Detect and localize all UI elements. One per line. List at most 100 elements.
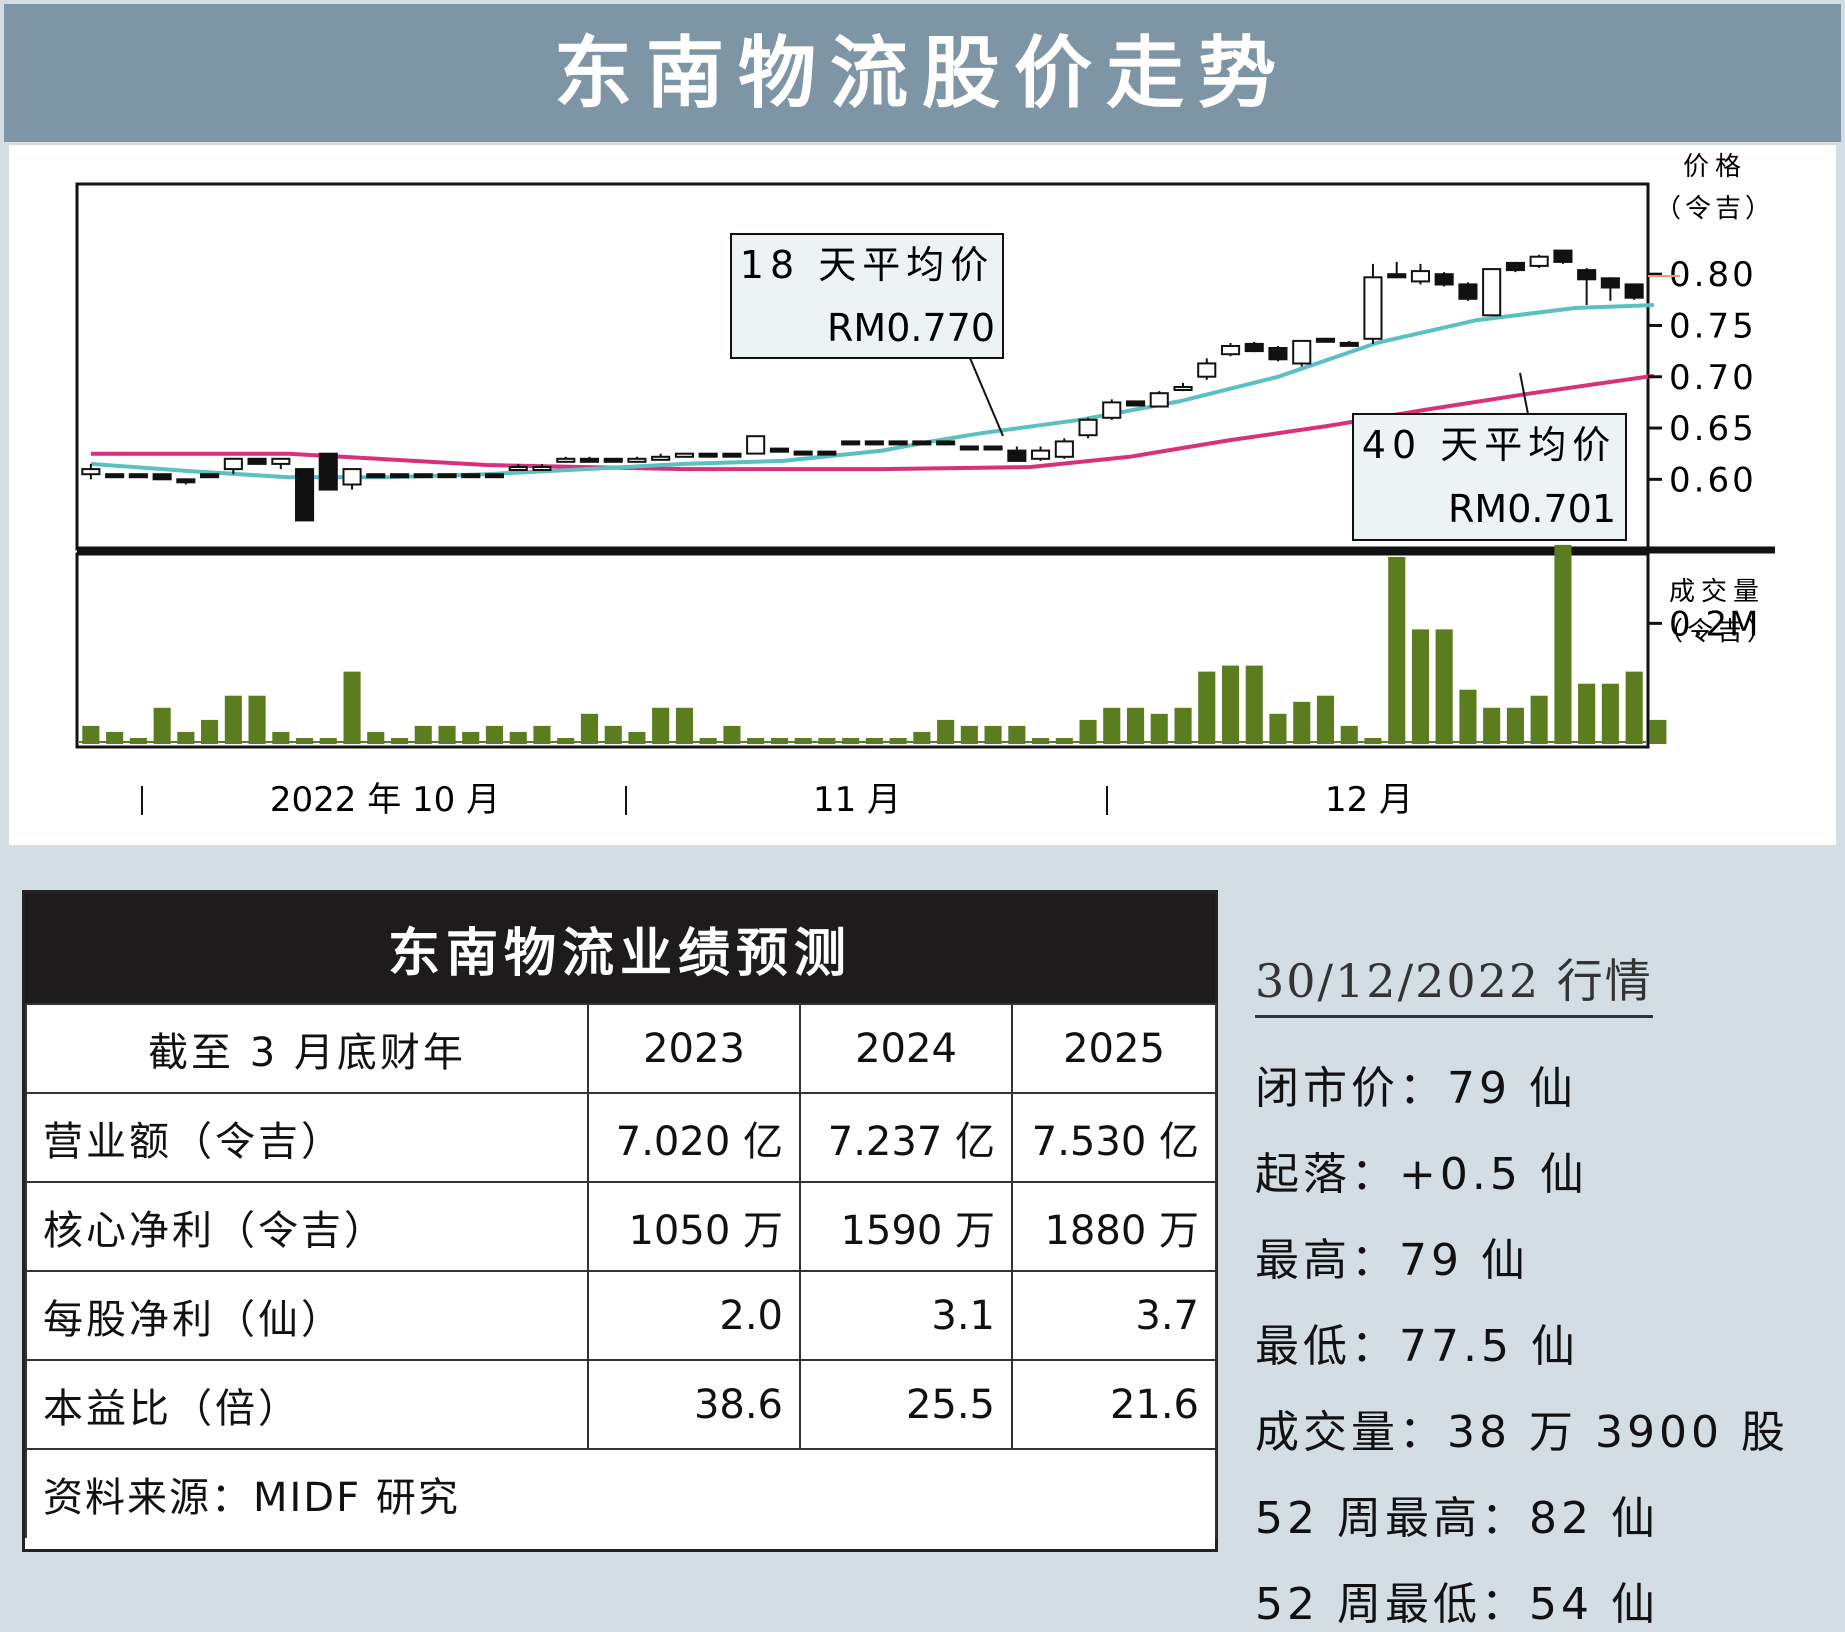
volume-bar [1388, 557, 1406, 744]
table-row: 核心净利（令吉） 1050 万 1590 万 1880 万 [25, 1181, 1217, 1272]
candle-up [674, 452, 695, 458]
candle-down [1505, 261, 1526, 272]
volume-bar [1174, 707, 1192, 744]
candle-down [603, 457, 623, 463]
candle-down [793, 450, 813, 456]
candle-up [1482, 268, 1502, 317]
candle-down [1339, 341, 1359, 347]
candle-down [413, 473, 433, 479]
candle-down [698, 452, 718, 458]
candle-up [342, 468, 362, 486]
candle-down [888, 440, 908, 446]
candle-up [81, 468, 101, 476]
price-axis-label-line2: （令吉） [1655, 194, 1775, 224]
candle-down [983, 445, 1003, 451]
price-tick-label: 0.75 [1669, 306, 1757, 346]
callout-ma40-box [1352, 413, 1627, 541]
volume-bar [296, 738, 314, 744]
volume-bar [557, 738, 575, 744]
candle-up [1529, 255, 1549, 267]
row-label: 本益比（倍） [25, 1359, 589, 1450]
x-label-oct: 2022 年 10 月 [270, 780, 500, 820]
volume-bars [79, 544, 1667, 744]
volume-bar [1269, 713, 1287, 744]
row-label: 营业额（令吉） [25, 1092, 589, 1183]
candle-down [390, 473, 410, 479]
volume-bar [106, 731, 124, 744]
volume-bar [1364, 738, 1382, 744]
row-label: 核心净利（令吉） [25, 1181, 589, 1272]
candle-down [1600, 277, 1620, 289]
cell-value: 1880 万 [1011, 1181, 1217, 1272]
candle-up [1102, 401, 1122, 419]
cell-value: 7.530 亿 [1011, 1092, 1217, 1183]
market-change: 起落：+0.5 仙 [1255, 1149, 1588, 1200]
candle-down [105, 473, 125, 479]
cell-value: 7.020 亿 [587, 1092, 801, 1183]
candle-down [817, 450, 837, 456]
volume-bar [1008, 725, 1026, 744]
candle-down [200, 473, 220, 479]
candle-up [508, 466, 528, 471]
candle-up [1410, 270, 1431, 283]
candle-down [1387, 273, 1407, 279]
volume-bar [794, 738, 812, 744]
candle-up [1149, 392, 1169, 408]
candle-down [1268, 347, 1288, 361]
volume-bar [414, 725, 432, 744]
volume-bar [723, 725, 741, 744]
volume-bar [1601, 683, 1619, 744]
callout-ma18-value: RM0.770 [827, 306, 995, 350]
candle-down [959, 445, 979, 451]
candle-down [152, 473, 172, 481]
volume-bar [747, 738, 765, 744]
candle-down [461, 473, 481, 479]
candle-down [366, 473, 386, 479]
table-row: 本益比（倍） 38.6 25.5 21.6 [25, 1359, 1217, 1450]
x-label-nov: 11 月 [813, 780, 901, 820]
forecast-header-row: 截至 3 月底财年 2023 2024 2025 [25, 1003, 1217, 1094]
candle-up [1078, 418, 1098, 437]
source-note: 资料来源：MIDF 研究 [25, 1448, 1217, 1538]
cell-value: 21.6 [1011, 1359, 1217, 1450]
volume-bar [367, 731, 385, 744]
forecast-table: 截至 3 月底财年 2023 2024 2025 营业额（令吉） 7.020 亿… [25, 1003, 1217, 1538]
volume-bar [1127, 707, 1145, 744]
volume-axis-label-line2: （令吉） [1657, 617, 1777, 647]
candle-down [1553, 249, 1573, 263]
volume-bar [818, 738, 836, 744]
forecast-title: 东南物流业绩预测 [25, 893, 1215, 1003]
volume-bar [937, 719, 955, 744]
cell-value: 3.7 [1011, 1270, 1217, 1361]
callout-ma40-leader [1519, 372, 1529, 415]
volume-bar [842, 738, 860, 744]
market-volume: 成交量：38 万 3900 股 [1255, 1407, 1789, 1458]
market-52w-low: 52 周最低：54 仙 [1255, 1579, 1659, 1630]
volume-bar [652, 707, 670, 744]
cell-value: 1050 万 [587, 1181, 801, 1272]
volume-bar [1032, 738, 1050, 744]
candle-down [1458, 283, 1478, 300]
cell-value: 7.237 亿 [799, 1092, 1013, 1183]
volume-bar [604, 725, 622, 744]
candle-down [247, 457, 267, 465]
forecast-table-panel: 东南物流业绩预测 截至 3 月底财年 2023 2024 2025 营业额（令吉… [22, 890, 1218, 1552]
volume-bar [1316, 695, 1334, 744]
header-2025: 2025 [1011, 1003, 1217, 1094]
volume-panel [75, 552, 1650, 749]
volume-bar [1530, 695, 1548, 744]
price-tick-label: 0.70 [1669, 358, 1757, 398]
candle-up [1173, 386, 1193, 391]
table-row: 每股净利（仙） 2.0 3.1 3.7 [25, 1270, 1217, 1361]
volume-tick-label: 0.2M [1669, 604, 1760, 644]
price-axis: 0.80 0.75 0.70 0.65 0.60 [1648, 255, 1757, 500]
candle-down [841, 440, 861, 446]
volume-bar [960, 725, 978, 744]
candle-up [1363, 276, 1383, 340]
x-label-dec: 12 月 [1325, 780, 1413, 820]
candle-up [1221, 345, 1241, 356]
volume-bar [438, 725, 456, 744]
price-tick-label: 0.80 [1669, 255, 1757, 295]
candle-down [1315, 337, 1336, 343]
price-tick-label: 0.65 [1669, 409, 1757, 449]
